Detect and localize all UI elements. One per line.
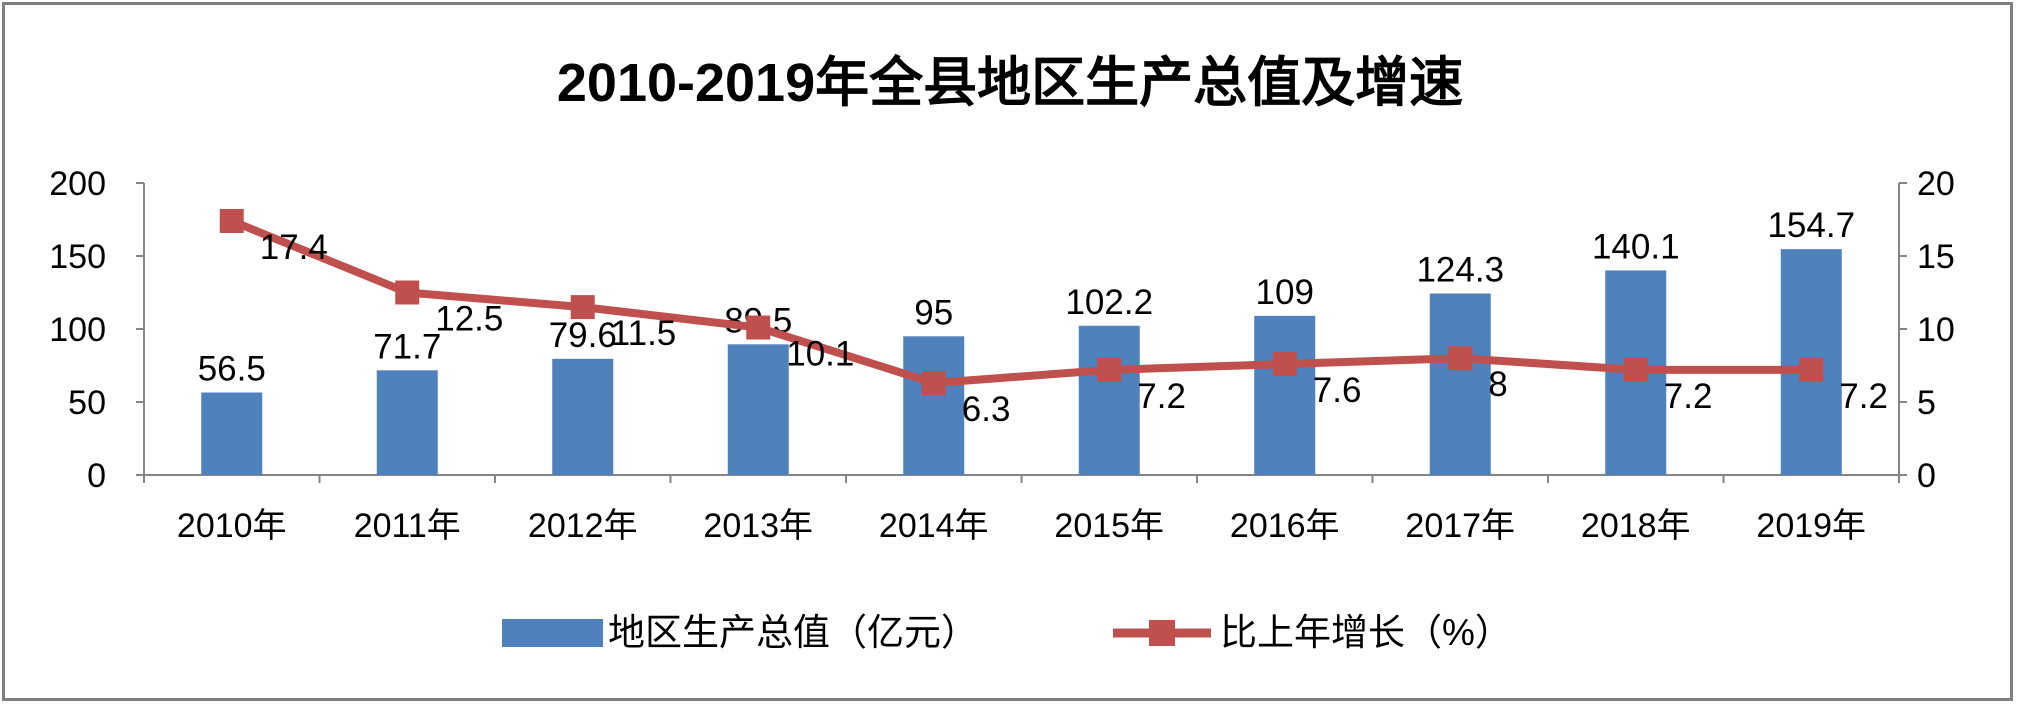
bar-data-label: 102.2: [1065, 283, 1153, 322]
line-marker: [1799, 357, 1824, 382]
legend: 地区生产总值（亿元） 比上年增长（%）: [502, 612, 1512, 653]
line-marker: [1623, 357, 1648, 382]
left-tick-label: 150: [49, 238, 106, 276]
line-marker: [570, 295, 595, 320]
bar-data-label: 79.6: [549, 316, 617, 355]
bar: [1429, 293, 1491, 475]
line-marker: [395, 280, 420, 305]
line-marker: [746, 315, 771, 340]
line-data-label: 6.3: [962, 390, 1011, 429]
bar-data-label: 71.7: [373, 327, 441, 366]
line-data-label: 7.2: [1664, 377, 1713, 416]
line-data-label: 7.2: [1839, 377, 1888, 416]
line-marker: [1097, 357, 1122, 382]
right-tick-label: 20: [1917, 165, 1955, 203]
bar-data-label: 109: [1256, 273, 1314, 312]
line-marker: [1272, 352, 1297, 377]
legend-line-marker: [1149, 620, 1175, 646]
line-data-label: 17.4: [260, 228, 328, 267]
left-tick-label: 0: [87, 457, 106, 495]
x-tick-label: 2016年: [1230, 507, 1340, 545]
line-data-label: 10.1: [786, 335, 854, 374]
line-marker: [219, 208, 244, 233]
line-series: [219, 208, 1824, 396]
x-tick-label: 2014年: [879, 507, 989, 545]
axes: 0 50 100 150 200 0 5 10 15 20 2010年 2011年 2012年 2013年…: [49, 165, 1955, 545]
line-data-label: 12.5: [435, 300, 503, 339]
line-marker: [1448, 346, 1473, 371]
line-data-label: 7.6: [1313, 371, 1362, 410]
left-tick-label: 200: [49, 165, 106, 203]
x-tick-label: 2018年: [1581, 507, 1691, 545]
bar-series: [201, 249, 1842, 475]
left-tick-label: 50: [68, 384, 106, 422]
left-tick-label: 100: [49, 311, 106, 349]
bar: [903, 336, 965, 475]
right-tick-label: 15: [1917, 238, 1955, 276]
x-tick-label: 2012年: [528, 507, 638, 545]
bar: [1254, 315, 1316, 475]
bar: [1078, 325, 1140, 475]
bar-data-label: 140.1: [1592, 227, 1680, 266]
x-tick-label: 2011年: [354, 507, 461, 545]
line-data-label: 11.5: [611, 314, 677, 353]
x-tick-label: 2019年: [1756, 507, 1866, 545]
line-data-label: 7.2: [1137, 377, 1186, 416]
line-path: [230, 217, 1812, 388]
legend-bar-swatch: [502, 619, 603, 647]
bar-data-label: 95: [914, 293, 953, 332]
line-marker: [921, 371, 946, 396]
chart-title: 2010-2019年全县地区生产总值及增速: [557, 53, 1463, 113]
x-tick-label: 2017年: [1405, 507, 1515, 545]
x-tick-label: 2015年: [1054, 507, 1164, 545]
legend-line-label: 比上年增长（%）: [1220, 612, 1512, 653]
bar-data-label: 154.7: [1767, 206, 1855, 245]
x-tick-label: 2013年: [703, 507, 813, 545]
bar: [727, 344, 789, 475]
line-data-label: 8: [1488, 365, 1507, 404]
right-tick-label: 10: [1917, 311, 1955, 349]
right-tick-label: 0: [1917, 457, 1936, 495]
bar: [552, 358, 614, 475]
x-tick-label: 2010年: [177, 507, 287, 545]
bar-data-label: 56.5: [198, 350, 266, 389]
chart-canvas: 2010-2019年全县地区生产总值及增速 0 50 100 150 200 0 5 10 15…: [49, 53, 1955, 653]
line-data-labels: 17.4 12.5 11.5 10.1 6.3 7.2 7.6 8 7.2 7.2: [260, 228, 1888, 429]
bar-data-label: 124.3: [1416, 251, 1504, 290]
right-tick-label: 5: [1917, 384, 1936, 422]
bar: [376, 370, 438, 475]
legend-bar-label: 地区生产总值（亿元）: [608, 612, 978, 653]
bar: [201, 392, 263, 475]
